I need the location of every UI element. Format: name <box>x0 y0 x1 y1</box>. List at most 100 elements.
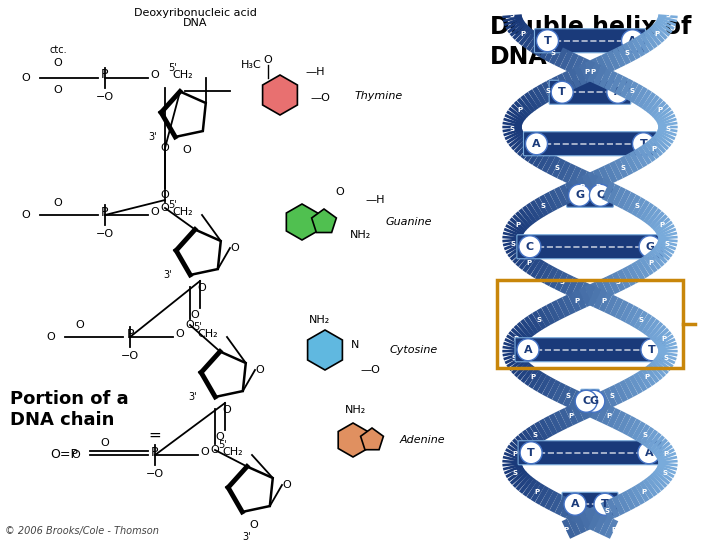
Text: O: O <box>161 203 169 213</box>
Circle shape <box>517 339 539 361</box>
Text: O: O <box>101 438 109 448</box>
Text: O: O <box>282 480 291 490</box>
Text: O: O <box>201 447 210 457</box>
Text: P: P <box>645 374 650 380</box>
Circle shape <box>641 339 663 361</box>
Text: T: T <box>527 448 535 458</box>
Text: S: S <box>565 394 570 400</box>
Text: ctc.: ctc. <box>49 45 67 55</box>
Circle shape <box>594 493 616 515</box>
Circle shape <box>632 133 654 155</box>
Text: O: O <box>161 190 169 200</box>
Text: P: P <box>663 451 668 457</box>
Text: N: N <box>351 340 359 350</box>
FancyBboxPatch shape <box>534 29 646 53</box>
Text: S: S <box>625 50 630 56</box>
Polygon shape <box>338 423 368 457</box>
Text: C: C <box>596 190 605 200</box>
Text: —H: —H <box>365 195 384 205</box>
Text: P: P <box>523 145 528 152</box>
Text: CH₂: CH₂ <box>172 207 193 217</box>
Text: O: O <box>53 198 63 208</box>
Text: −O: −O <box>96 92 114 102</box>
Text: Thymine: Thymine <box>355 91 403 101</box>
Text: © 2006 Brooks/Cole - Thomson: © 2006 Brooks/Cole - Thomson <box>5 526 159 536</box>
Text: P: P <box>102 206 109 219</box>
Text: O=P: O=P <box>50 449 78 462</box>
FancyBboxPatch shape <box>549 80 631 104</box>
Text: P: P <box>580 184 585 190</box>
FancyBboxPatch shape <box>562 492 618 516</box>
Text: O: O <box>222 405 231 415</box>
Text: S: S <box>555 165 560 171</box>
Text: P: P <box>563 527 569 533</box>
Text: S: S <box>605 508 610 514</box>
Text: O: O <box>336 187 344 197</box>
Text: S: S <box>610 394 615 400</box>
Text: T: T <box>648 345 656 355</box>
FancyBboxPatch shape <box>581 389 599 413</box>
Text: 3': 3' <box>243 532 251 540</box>
Polygon shape <box>361 428 384 450</box>
Text: T: T <box>601 500 609 509</box>
Bar <box>497 280 683 368</box>
Text: O: O <box>150 70 159 80</box>
Circle shape <box>638 442 660 464</box>
Text: O: O <box>250 520 258 530</box>
Circle shape <box>564 493 586 515</box>
Text: −O: −O <box>146 469 164 479</box>
Circle shape <box>526 133 547 155</box>
Text: C: C <box>582 396 590 406</box>
Text: P: P <box>518 107 523 113</box>
Text: O: O <box>211 445 220 455</box>
Text: A: A <box>613 87 622 97</box>
Text: O: O <box>53 85 63 95</box>
Text: S: S <box>634 202 639 209</box>
Text: S: S <box>620 165 625 171</box>
Text: P: P <box>660 222 665 228</box>
Circle shape <box>639 236 661 258</box>
Text: H₃C: H₃C <box>241 60 262 70</box>
Text: O: O <box>255 365 264 375</box>
Text: A: A <box>628 36 636 46</box>
Text: S: S <box>570 508 575 514</box>
Text: P: P <box>151 446 158 458</box>
Text: P: P <box>512 451 517 457</box>
Text: NH₂: NH₂ <box>350 230 372 240</box>
Text: O: O <box>176 329 184 339</box>
Text: G: G <box>646 242 654 252</box>
Text: −O: −O <box>96 229 114 239</box>
Text: S: S <box>662 470 667 476</box>
Text: P: P <box>513 336 518 342</box>
Text: S: S <box>536 317 541 323</box>
Text: C: C <box>526 242 534 252</box>
Text: P: P <box>569 413 574 418</box>
Text: S: S <box>510 241 516 247</box>
Text: S: S <box>510 126 515 132</box>
Text: O: O <box>76 320 84 330</box>
Text: P: P <box>574 298 579 304</box>
Text: S: S <box>639 317 644 323</box>
Text: S: S <box>511 355 516 361</box>
FancyBboxPatch shape <box>567 183 613 207</box>
Text: CH₂: CH₂ <box>222 447 243 457</box>
Text: S: S <box>665 12 670 18</box>
Circle shape <box>536 30 559 52</box>
Text: P: P <box>641 489 646 495</box>
Polygon shape <box>312 209 336 233</box>
Text: S: S <box>533 431 538 437</box>
Text: S: S <box>665 241 670 247</box>
Text: CH₂: CH₂ <box>197 329 217 339</box>
Text: P: P <box>648 260 654 266</box>
Text: O: O <box>183 145 192 155</box>
Text: P: P <box>657 107 662 113</box>
Text: =: = <box>148 428 161 442</box>
Text: P: P <box>526 260 531 266</box>
Text: A: A <box>523 345 532 355</box>
Text: A: A <box>644 448 653 458</box>
Polygon shape <box>263 75 297 115</box>
Circle shape <box>575 390 597 412</box>
FancyBboxPatch shape <box>523 132 657 156</box>
Text: S: S <box>664 355 669 361</box>
Text: 5': 5' <box>193 322 202 332</box>
